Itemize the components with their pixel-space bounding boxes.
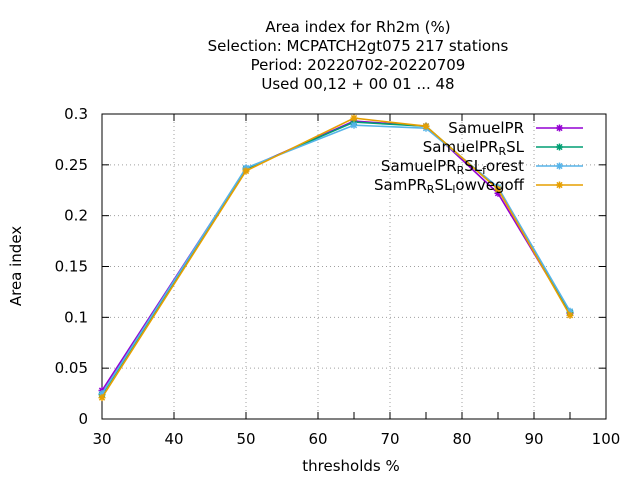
legend-label-part: SL — [434, 176, 453, 194]
x-tick-label: 50 — [236, 430, 255, 448]
legend-entry: SamPRRSLlowvegoff — [374, 176, 583, 196]
marker-dot — [557, 164, 562, 168]
legend: SamuelPRSamuelPRRSLSamuelPRRSLforestSamP… — [374, 119, 583, 196]
legend-swatch-marker — [556, 181, 563, 189]
legend-label-subscript: R — [498, 145, 506, 158]
x-tick-label: 70 — [380, 430, 399, 448]
data-point — [242, 167, 250, 175]
y-tick-label: 0.15 — [55, 258, 88, 276]
axis-ticks: 30 40 50 60 70 80 90 100 0 0.05 0.1 0.15 0.2 0.25 0.3 — [55, 105, 621, 448]
legend-label: SamPRRSLlowvegoff — [374, 176, 525, 196]
data-series — [98, 114, 574, 402]
x-tick-label: 30 — [92, 430, 111, 448]
y-tick-label: 0.1 — [64, 308, 88, 326]
title-line-3: Period: 20220702-20220709 — [251, 56, 466, 74]
legend-label-subscript: R — [457, 164, 465, 177]
legend-label-part: SamPR — [374, 176, 427, 194]
marker-dot — [100, 395, 104, 400]
marker-dot — [568, 313, 572, 318]
data-point — [350, 121, 358, 129]
y-tick-label: 0.3 — [64, 105, 88, 123]
x-tick-label: 40 — [164, 430, 183, 448]
legend-label-part: SamuelPR — [381, 157, 457, 175]
title-line-4: Used 00,12 + 00 01 ... 48 — [261, 75, 454, 93]
legend-label-subscript: f — [482, 164, 487, 177]
legend-label: SamuelPR — [448, 119, 524, 137]
legend-label-subscript: l — [452, 183, 455, 196]
legend-label-part: SL — [464, 157, 483, 175]
x-axis-label: thresholds % — [302, 457, 399, 475]
x-tick-label: 80 — [452, 430, 471, 448]
series-line — [101, 117, 571, 399]
data-point — [494, 185, 502, 193]
legend-entry: SamuelPR — [448, 119, 583, 137]
y-tick-label: 0.2 — [64, 207, 88, 225]
data-point — [422, 122, 430, 130]
marker-dot — [244, 169, 248, 173]
legend-label-part: SamuelPR — [423, 138, 499, 156]
marker-dot — [424, 124, 428, 128]
data-point — [350, 114, 358, 122]
legend-entry: SamuelPRRSL — [423, 138, 583, 158]
marker-dot — [352, 123, 356, 127]
y-tick-label: 0 — [78, 410, 88, 428]
title-line-2: Selection: MCPATCH2gt075 217 stations — [208, 37, 509, 55]
marker-dot — [352, 116, 356, 120]
y-axis-label: Area index — [7, 226, 25, 306]
legend-label-part: owvegoff — [455, 176, 524, 194]
legend-label-part: orest — [486, 157, 524, 175]
data-point — [566, 311, 574, 319]
marker-dot — [100, 391, 104, 396]
series — [98, 114, 574, 402]
chart-title: Area index for Rh2m (%) Selection: MCPAT… — [208, 18, 509, 93]
legend-label: SamuelPRRSL — [423, 138, 525, 158]
x-tick-label: 90 — [524, 430, 543, 448]
marker-dot — [496, 191, 500, 196]
series-line — [101, 124, 571, 395]
data-point — [98, 394, 106, 402]
legend-label: SamuelPRRSLforest — [381, 157, 524, 177]
legend-entry: SamuelPRRSLforest — [381, 157, 583, 177]
x-tick-label: 100 — [592, 430, 621, 448]
y-tick-label: 0.05 — [55, 359, 88, 377]
y-tick-label: 0.25 — [55, 156, 88, 174]
title-line-1: Area index for Rh2m (%) — [265, 18, 450, 36]
legend-swatch-marker — [556, 143, 563, 151]
x-tick-label: 60 — [308, 430, 327, 448]
grid-lines — [102, 114, 606, 419]
legend-label-subscript: R — [427, 183, 435, 196]
marker-dot — [557, 183, 562, 187]
legend-label-part: SL — [506, 138, 525, 156]
marker-dot — [557, 126, 562, 130]
marker-dot — [557, 145, 562, 149]
legend-swatch-marker — [556, 162, 563, 170]
marker-dot — [496, 187, 500, 192]
legend-swatch-marker — [556, 124, 563, 132]
legend-label-part: SamuelPR — [448, 119, 524, 137]
